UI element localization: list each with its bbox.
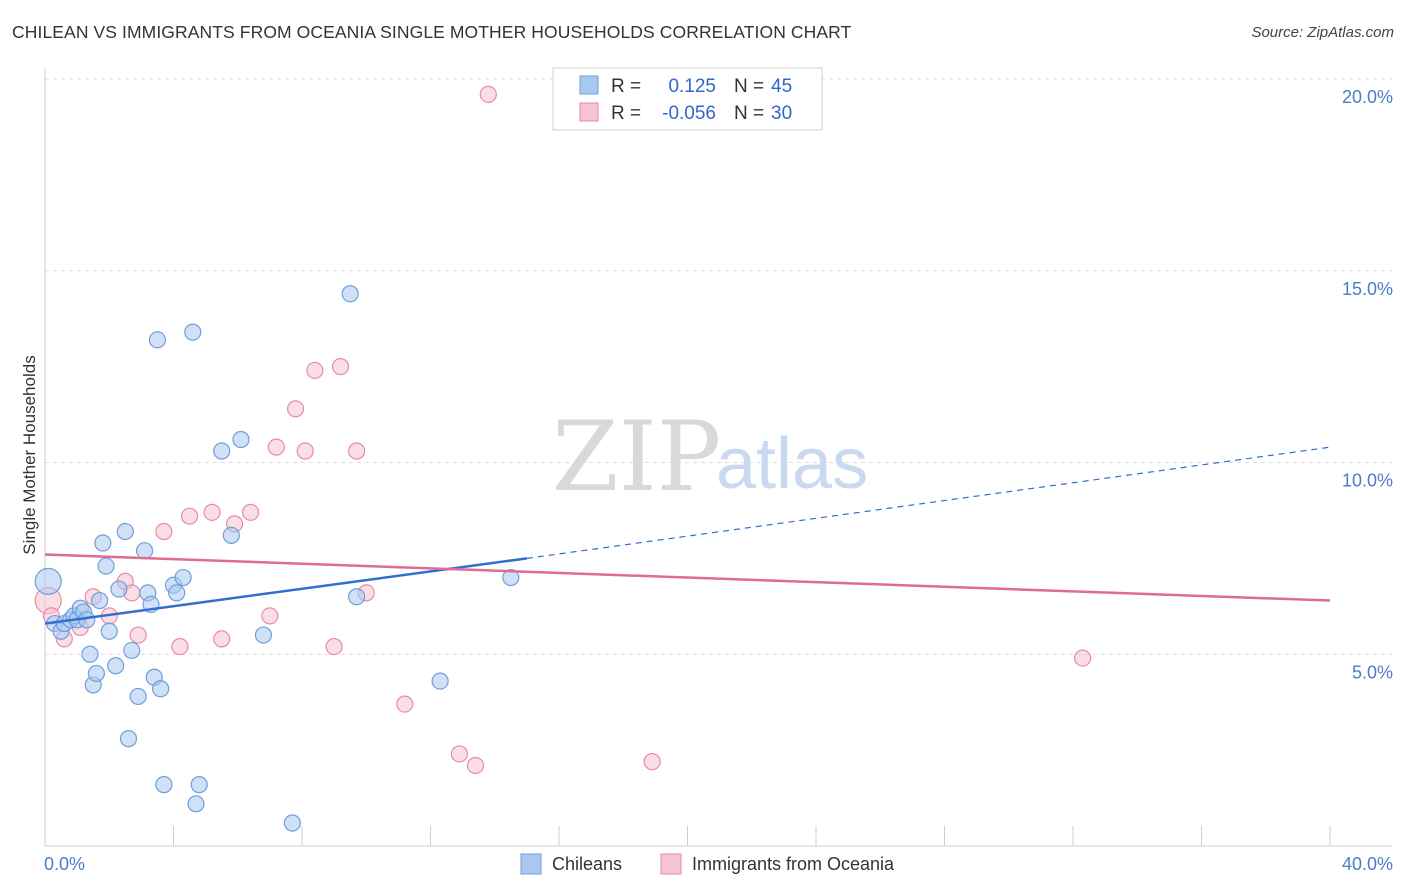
y-tick-labels: 5.0% 10.0% 15.0% 20.0% (1342, 87, 1393, 682)
x-tick-label: 0.0% (44, 854, 85, 874)
data-point (348, 588, 366, 606)
data-point (152, 680, 170, 698)
data-point (348, 442, 366, 460)
data-point (261, 607, 279, 625)
legend-r-value-oceania: -0.056 (662, 103, 716, 124)
data-point (232, 430, 250, 449)
source-credit: Source: ZipAtlas.com (1251, 24, 1394, 41)
trend-line-chileans-projection (526, 446, 1331, 559)
data-point (129, 626, 147, 644)
data-point (110, 580, 128, 598)
data-point (331, 358, 350, 376)
legend-r-label-oceania: R = (611, 103, 641, 124)
y-tick-label: 5.0% (1352, 662, 1393, 682)
data-point (1074, 649, 1092, 667)
data-point (116, 522, 134, 541)
data-point (643, 753, 661, 771)
gridlines (45, 78, 1392, 655)
y-tick-label: 10.0% (1342, 471, 1393, 491)
legend-n-label-chileans: N = (734, 76, 764, 97)
data-point (148, 331, 167, 349)
data-point (203, 503, 221, 521)
data-point (341, 285, 359, 303)
data-point (283, 814, 301, 832)
watermark-atlas: atlas (716, 424, 868, 504)
data-point (100, 622, 118, 640)
data-point (187, 795, 205, 813)
data-point (479, 85, 497, 103)
legend-n-label-oceania: N = (734, 103, 764, 124)
data-point (97, 557, 115, 575)
bottom-legend-label-oceania: Immigrants from Oceania (692, 854, 895, 874)
data-point (81, 645, 99, 663)
data-point (450, 745, 469, 763)
data-point (168, 584, 186, 602)
data-point (431, 672, 449, 690)
trend-line-oceania (44, 553, 1331, 602)
data-point (119, 730, 138, 748)
data-point (123, 641, 141, 660)
data-point (91, 591, 109, 610)
x-tick-label: 40.0% (1342, 854, 1393, 874)
data-point (87, 664, 106, 683)
data-point (34, 567, 62, 595)
watermark-zip: ZIP (552, 401, 721, 513)
legend-swatch-chileans (579, 75, 599, 95)
data-point (296, 442, 314, 460)
data-point (135, 542, 154, 560)
data-point (155, 776, 173, 794)
data-point (213, 442, 231, 460)
legend-n-value-chileans: 45 (771, 76, 792, 97)
watermark: ZIP atlas (552, 401, 868, 513)
legend-box: R = 0.125 N = 45 R = -0.056 N = 30 (552, 67, 823, 131)
data-point (267, 438, 285, 456)
data-point (107, 657, 125, 675)
data-point (94, 534, 112, 552)
trend-lines (44, 446, 1331, 625)
data-point (306, 361, 324, 380)
chart-title: CHILEAN VS IMMIGRANTS FROM OCEANIA SINGL… (12, 22, 852, 42)
legend-swatch-oceania (579, 102, 599, 122)
legend-n-value-oceania: 30 (771, 103, 792, 124)
data-point (325, 637, 343, 656)
y-tick-label: 20.0% (1342, 87, 1393, 107)
data-point (180, 507, 199, 525)
data-point (171, 637, 189, 656)
data-point (222, 526, 240, 544)
data-point (155, 522, 173, 541)
data-point (213, 630, 231, 648)
data-point (502, 568, 520, 587)
data-point (184, 323, 202, 341)
legend-r-label-chileans: R = (611, 76, 641, 97)
legend-r-value-chileans: 0.125 (668, 76, 716, 97)
y-tick-label: 15.0% (1342, 279, 1393, 299)
bottom-legend-label-chileans: Chileans (552, 854, 622, 874)
x-tick-labels: 0.0% 40.0% (44, 854, 1393, 874)
bottom-legend-swatch-chileans (520, 853, 542, 875)
data-point (466, 756, 485, 775)
data-point (174, 568, 192, 587)
data-point (242, 503, 260, 521)
bottom-legend: Chileans Immigrants from Oceania (520, 853, 895, 875)
data-point (254, 626, 273, 644)
data-point (190, 776, 208, 794)
data-point (129, 687, 147, 706)
y-axis-label: Single Mother Households (20, 355, 39, 554)
bottom-legend-swatch-oceania (660, 853, 682, 875)
axes (44, 68, 1392, 847)
data-point (396, 695, 414, 713)
data-point (286, 400, 305, 418)
